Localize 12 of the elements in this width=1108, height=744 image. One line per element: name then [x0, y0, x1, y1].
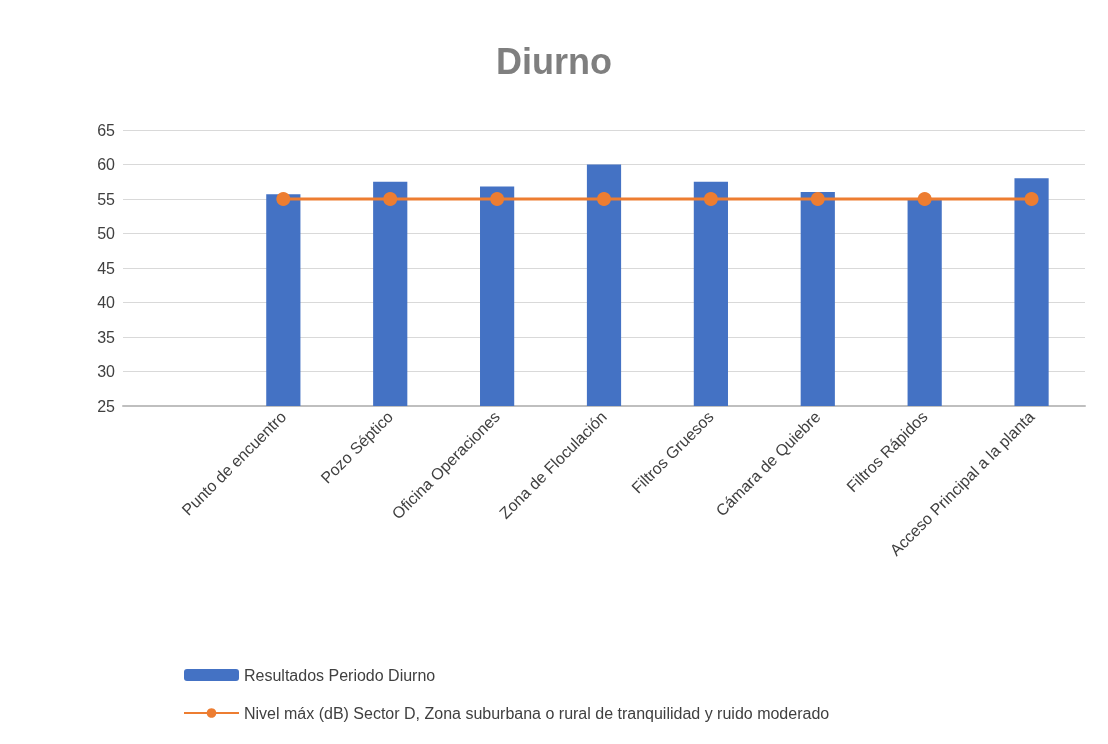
y-tick-label: 50	[97, 225, 116, 242]
y-tick-label: 65	[97, 121, 116, 139]
legend-label: Resultados Periodo Diurno	[244, 666, 436, 684]
y-tick-label: 55	[97, 190, 116, 208]
y-tick-label: 45	[97, 259, 116, 277]
y-tick-label: 35	[97, 328, 116, 346]
y-tick-label: 25	[97, 397, 116, 415]
y-tick-label: 60	[97, 156, 116, 173]
legend-label: Nivel máx (dB) Sector D, Zona suburbana o rural de tranquilidad y ruido moderado	[244, 704, 830, 722]
y-tick-label: 40	[97, 294, 116, 311]
y-tick-label: 30	[97, 363, 116, 380]
chart-title: Diurno	[496, 40, 612, 82]
